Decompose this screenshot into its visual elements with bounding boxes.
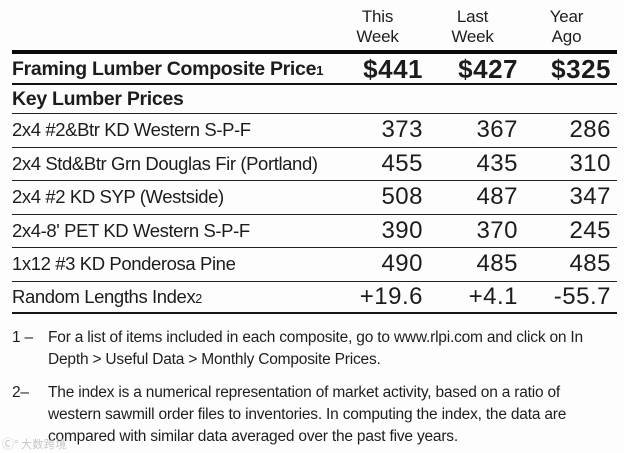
footnote-1: 1 – For a list of items included in each… bbox=[12, 327, 615, 371]
footnote-2: 2– The index is a numerical representati… bbox=[12, 382, 615, 448]
watermark: Ⓒ° 大数跨境 bbox=[2, 436, 67, 452]
watermark-text: 大数跨境 bbox=[20, 439, 67, 451]
watermark-logo-icon: Ⓒ° bbox=[2, 437, 19, 451]
table-row: 1x12 #3 KD Ponderosa Pine 490 485 485 bbox=[12, 247, 617, 281]
column-header-this-week: This Week bbox=[334, 7, 429, 47]
footnote-ref-2: 2 bbox=[195, 291, 203, 306]
table-row: 2x4 #2 KD SYP (Westside) 508 487 347 bbox=[12, 180, 617, 214]
row-this-week-value: 490 bbox=[381, 250, 423, 278]
column-header-line: Last bbox=[456, 6, 489, 26]
composite-price-label: Framing Lumber Composite Price1 bbox=[12, 58, 334, 81]
row-this-week-value: 373 bbox=[381, 116, 423, 144]
footnote-marker: 2– bbox=[12, 384, 29, 401]
section-heading-text: Key Lumber Prices bbox=[12, 87, 184, 110]
footnote-text: The index is a numerical representation … bbox=[48, 384, 567, 445]
row-label: 1x12 #3 KD Ponderosa Pine bbox=[12, 253, 236, 275]
footnote-ref-1: 1 bbox=[316, 63, 324, 78]
column-header-row: This Week Last Week Year Ago bbox=[12, 6, 617, 50]
column-header-line: Year bbox=[549, 6, 584, 26]
row-last-week-value: 435 bbox=[476, 149, 518, 177]
row-last-week-value: 487 bbox=[476, 183, 518, 211]
composite-price-label-text: Framing Lumber Composite Price bbox=[12, 58, 317, 80]
composite-this-week-value: $441 bbox=[363, 54, 423, 84]
row-this-week-value: 508 bbox=[381, 183, 423, 211]
row-label: Random Lengths Index2 bbox=[12, 286, 334, 308]
column-header-line: This bbox=[361, 6, 394, 26]
footnote-text: For a list of items included in each com… bbox=[48, 329, 583, 368]
row-year-ago-value: 347 bbox=[569, 183, 611, 211]
footnote-marker: 1 – bbox=[12, 329, 33, 346]
row-last-week-value: +4.1 bbox=[468, 282, 518, 310]
column-header-line: Ago bbox=[551, 26, 582, 46]
table-row: 2x4 #2&Btr KD Western S-P-F 373 367 286 bbox=[12, 113, 617, 147]
composite-last-week-value: $427 bbox=[458, 54, 518, 84]
row-label-text: Random Lengths Index bbox=[12, 285, 196, 307]
row-year-ago-value: 310 bbox=[569, 149, 611, 177]
row-label: 2x4 #2 KD SYP (Westside) bbox=[12, 186, 224, 208]
column-header-last-week: Last Week bbox=[429, 7, 524, 47]
section-heading-key-lumber-prices: Key Lumber Prices bbox=[12, 83, 617, 113]
row-year-ago-value: -55.7 bbox=[553, 282, 611, 310]
row-last-week-value: 367 bbox=[476, 116, 518, 144]
row-last-week-value: 485 bbox=[476, 250, 518, 278]
footnotes-section: 1 – For a list of items included in each… bbox=[12, 327, 617, 448]
table-row: 2x4-8' PET KD Western S-P-F 390 370 245 bbox=[12, 213, 617, 248]
row-this-week-value: 390 bbox=[381, 216, 423, 244]
column-header-line: Week bbox=[451, 26, 494, 46]
table-row: Random Lengths Index2 +19.6 +4.1 -55.7 bbox=[12, 280, 617, 314]
row-year-ago-value: 286 bbox=[569, 116, 611, 144]
row-this-week-value: +19.6 bbox=[359, 282, 423, 310]
row-this-week-value: 455 bbox=[381, 149, 423, 177]
composite-year-ago-value: $325 bbox=[551, 54, 611, 84]
composite-price-row: Framing Lumber Composite Price1 $441 $42… bbox=[12, 50, 617, 84]
row-label: 2x4-8' PET KD Western S-P-F bbox=[12, 219, 250, 241]
table-row: 2x4 Std&Btr Grn Douglas Fir (Portland) 4… bbox=[12, 146, 617, 181]
row-year-ago-value: 245 bbox=[569, 216, 611, 244]
column-header-year-ago: Year Ago bbox=[524, 7, 617, 47]
row-year-ago-value: 485 bbox=[569, 250, 611, 278]
row-label: 2x4 #2&Btr KD Western S-P-F bbox=[12, 119, 251, 141]
column-header-line: Week bbox=[356, 26, 399, 46]
row-label: 2x4 Std&Btr Grn Douglas Fir (Portland) bbox=[12, 152, 318, 174]
row-last-week-value: 370 bbox=[476, 216, 518, 244]
